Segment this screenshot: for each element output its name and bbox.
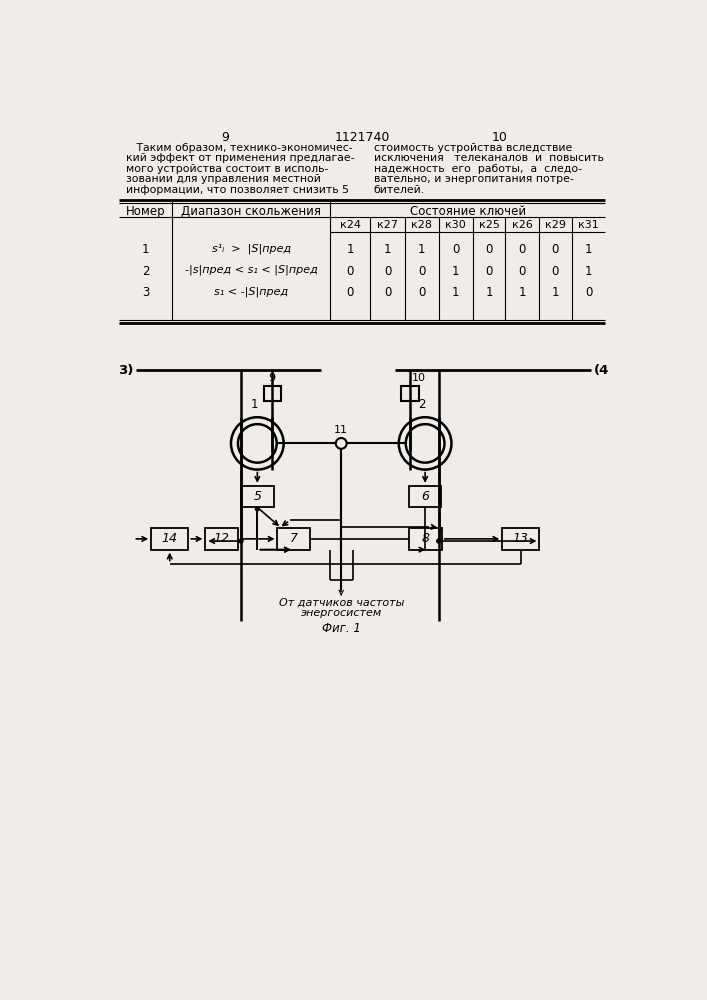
Text: 1: 1 — [485, 286, 493, 299]
Text: к24: к24 — [340, 220, 361, 230]
Text: 0: 0 — [346, 265, 354, 278]
Ellipse shape — [406, 424, 445, 463]
Text: 1: 1 — [518, 286, 526, 299]
Text: Состояние ключей: Состояние ключей — [409, 205, 526, 218]
Text: 1121740: 1121740 — [334, 131, 390, 144]
Text: исключения   телеканалов  и  повысить: исключения телеканалов и повысить — [373, 153, 604, 163]
Text: 9: 9 — [269, 373, 276, 383]
Text: 2: 2 — [142, 265, 149, 278]
Text: 1: 1 — [250, 398, 258, 411]
Text: 1: 1 — [585, 265, 592, 278]
Text: бителей.: бителей. — [373, 185, 425, 195]
Text: Таким образом, технико-экономичес-: Таким образом, технико-экономичес- — [126, 143, 352, 153]
Text: 0: 0 — [551, 243, 559, 256]
Text: 0: 0 — [486, 243, 493, 256]
Text: (4: (4 — [594, 364, 609, 377]
Text: Номер: Номер — [126, 205, 165, 218]
Text: 12: 12 — [214, 532, 230, 545]
Text: к25: к25 — [479, 220, 499, 230]
Text: 0: 0 — [384, 286, 391, 299]
Text: Фиг. 1: Фиг. 1 — [322, 622, 361, 635]
Bar — [151, 528, 188, 550]
Text: 0: 0 — [486, 265, 493, 278]
Text: 11: 11 — [334, 425, 349, 435]
Text: От датчиков частоты: От датчиков частоты — [279, 597, 404, 607]
Text: 3): 3) — [118, 364, 134, 377]
Text: к26: к26 — [512, 220, 532, 230]
Bar — [277, 528, 310, 550]
Text: к31: к31 — [578, 220, 599, 230]
Text: мого устройства состоит в исполь-: мого устройства состоит в исполь- — [126, 164, 328, 174]
Text: 1: 1 — [346, 243, 354, 256]
Text: 10: 10 — [491, 131, 507, 144]
Text: стоимость устройства вследствие: стоимость устройства вследствие — [373, 143, 572, 153]
Text: 1: 1 — [452, 265, 460, 278]
Text: 1: 1 — [418, 243, 426, 256]
Text: 8: 8 — [421, 532, 429, 545]
Bar — [402, 386, 419, 401]
Text: информации, что позволяет снизить 5: информации, что позволяет снизить 5 — [126, 185, 349, 195]
Bar — [206, 528, 238, 550]
Text: -|s|пред < s₁ < |S|пред: -|s|пред < s₁ < |S|пред — [185, 265, 317, 275]
Text: 13: 13 — [513, 532, 529, 545]
Text: 5: 5 — [253, 490, 262, 503]
Text: 0: 0 — [418, 265, 426, 278]
Text: кий эффект от применения предлагае-: кий эффект от применения предлагае- — [126, 153, 354, 163]
Text: 1: 1 — [452, 286, 460, 299]
Text: s¹ᵢ  >  |S|пред: s¹ᵢ > |S|пред — [211, 243, 291, 254]
Text: 3: 3 — [142, 286, 149, 299]
Text: 2: 2 — [419, 398, 426, 411]
Text: 0: 0 — [518, 265, 526, 278]
Text: к27: к27 — [377, 220, 398, 230]
Text: 0: 0 — [518, 243, 526, 256]
Ellipse shape — [238, 424, 276, 463]
Text: 1: 1 — [384, 243, 391, 256]
Text: 0: 0 — [346, 286, 354, 299]
Text: к28: к28 — [411, 220, 432, 230]
Text: 14: 14 — [162, 532, 177, 545]
Text: 0: 0 — [452, 243, 460, 256]
Bar — [409, 486, 441, 507]
Text: 0: 0 — [384, 265, 391, 278]
Text: вательно, и энергопитания потре-: вательно, и энергопитания потре- — [373, 174, 573, 184]
Text: 1: 1 — [551, 286, 559, 299]
Bar — [502, 528, 539, 550]
Bar — [264, 386, 281, 401]
Text: к29: к29 — [545, 220, 566, 230]
Text: 0: 0 — [418, 286, 426, 299]
Text: 0: 0 — [585, 286, 592, 299]
Bar — [241, 486, 274, 507]
Text: 1: 1 — [142, 243, 149, 256]
Text: 6: 6 — [421, 490, 429, 503]
Text: Диапазон скольжения: Диапазон скольжения — [181, 205, 321, 218]
Text: 0: 0 — [551, 265, 559, 278]
Circle shape — [255, 507, 259, 511]
Text: 10: 10 — [411, 373, 426, 383]
Bar — [409, 528, 442, 550]
Text: зовании для управления местной: зовании для управления местной — [126, 174, 320, 184]
Circle shape — [239, 539, 243, 543]
Text: s₁ < -|S|пред: s₁ < -|S|пред — [214, 286, 288, 297]
Text: 1: 1 — [585, 243, 592, 256]
Text: энергосистем: энергосистем — [300, 608, 382, 618]
Text: 9: 9 — [221, 131, 228, 144]
Text: к30: к30 — [445, 220, 466, 230]
Circle shape — [336, 438, 346, 449]
Circle shape — [437, 539, 440, 543]
Text: надежность  его  работы,  а  следо-: надежность его работы, а следо- — [373, 164, 582, 174]
Text: 7: 7 — [290, 532, 298, 545]
